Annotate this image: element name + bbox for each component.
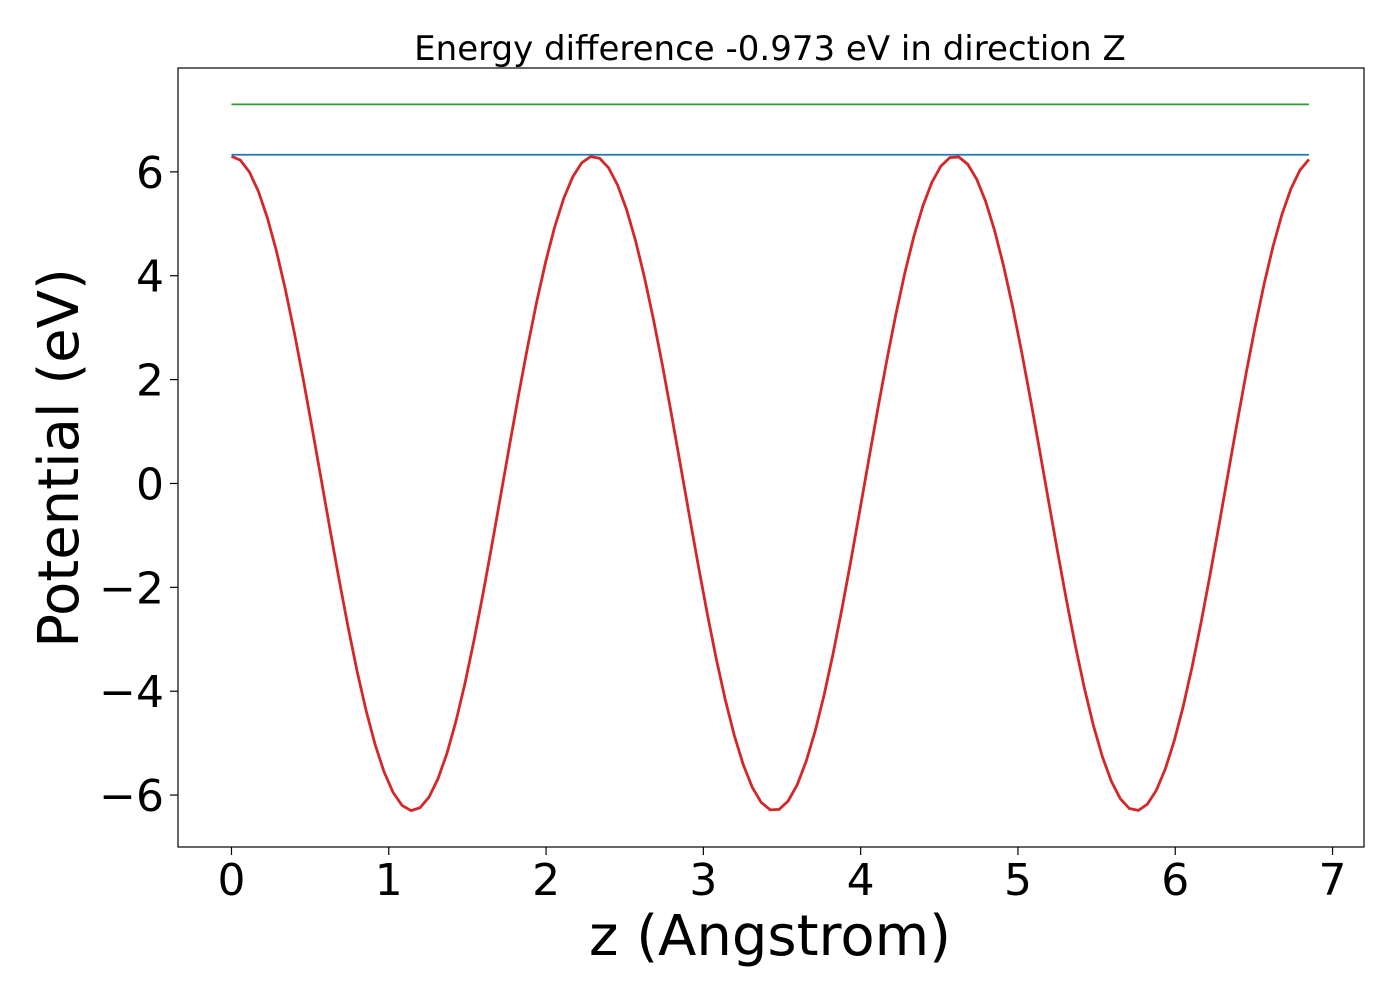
x-tick-label: 7 (1319, 855, 1347, 906)
x-tick-label: 6 (1161, 855, 1189, 906)
y-tick-label: 2 (136, 356, 164, 407)
x-tick-label: 2 (532, 855, 560, 906)
x-axis: 0 1 2 3 4 5 6 7 (217, 847, 1347, 906)
x-tick-label: 3 (689, 855, 717, 906)
x-tick-label: 1 (375, 855, 403, 906)
y-tick-label: 4 (136, 252, 164, 303)
y-tick-label: 6 (136, 148, 164, 199)
y-tick-label: −4 (99, 667, 164, 718)
plot-area (230, 103, 1311, 813)
x-axis-label: z (Angstrom) (589, 904, 951, 969)
chart-title: Energy difference -0.973 eV in direction… (414, 29, 1126, 69)
x-tick-label: 5 (1004, 855, 1032, 906)
series-line-1 (230, 155, 1311, 813)
x-tick-label: 0 (217, 855, 245, 906)
y-tick-label: −2 (99, 563, 164, 614)
y-axis-label: Potential (eV) (27, 268, 92, 648)
x-tick-label: 4 (847, 855, 875, 906)
y-tick-label: −6 (99, 771, 164, 822)
y-tick-label: 0 (136, 459, 164, 510)
axes-frame (177, 67, 1365, 848)
y-axis: −6 −4 −2 0 2 4 6 (99, 148, 178, 822)
